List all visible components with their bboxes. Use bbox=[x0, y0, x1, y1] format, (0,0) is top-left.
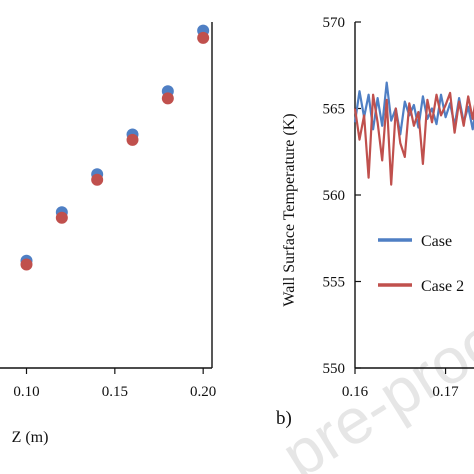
left-data-point bbox=[161, 92, 174, 105]
left-x-axis-label: Z (m) bbox=[12, 429, 49, 446]
left-data-point bbox=[20, 258, 33, 271]
panel-label: b) bbox=[276, 408, 292, 429]
left-data-point bbox=[126, 133, 139, 146]
left-x-tick-label: 0.15 bbox=[102, 384, 128, 400]
left-x-ticks: 0.10 0.15 0.20 bbox=[13, 368, 216, 400]
right-x-ticks: 0.16 0.17 bbox=[342, 368, 459, 400]
right-legend: Case Case 2 bbox=[378, 233, 464, 295]
left-x-tick-label: 0.20 bbox=[190, 384, 216, 400]
right-y-tick-label: 570 bbox=[323, 15, 346, 31]
right-chart: 550 555 560 565 570 0.16 0.17 Wall Surface Te… bbox=[276, 15, 474, 429]
right-y-tick-label: 565 bbox=[323, 102, 346, 118]
right-y-tick-label: 560 bbox=[323, 188, 346, 204]
left-chart: 0.10 0.15 0.20 Z (m) bbox=[0, 22, 216, 446]
right-y-tick-label: 550 bbox=[323, 361, 346, 377]
left-data-point bbox=[55, 211, 68, 224]
right-x-tick-label: 0.16 bbox=[342, 384, 369, 400]
left-data-point bbox=[91, 173, 104, 186]
right-data-lines bbox=[353, 81, 474, 186]
right-y-axis-label: Wall Surface Temperature (K) bbox=[281, 113, 298, 306]
left-x-tick-label: 0.10 bbox=[13, 384, 39, 400]
right-y-tick-label: 555 bbox=[323, 275, 346, 291]
legend-label-case-2: Case 2 bbox=[421, 278, 464, 295]
right-y-ticks: 550 555 560 565 570 bbox=[323, 15, 361, 377]
legend-label-case: Case bbox=[421, 233, 452, 250]
series-line-case-2 bbox=[353, 91, 474, 186]
left-data-point bbox=[197, 31, 210, 44]
left-data-points bbox=[20, 24, 210, 271]
right-x-tick-label: 0.17 bbox=[432, 384, 459, 400]
series-line-case bbox=[353, 81, 474, 136]
